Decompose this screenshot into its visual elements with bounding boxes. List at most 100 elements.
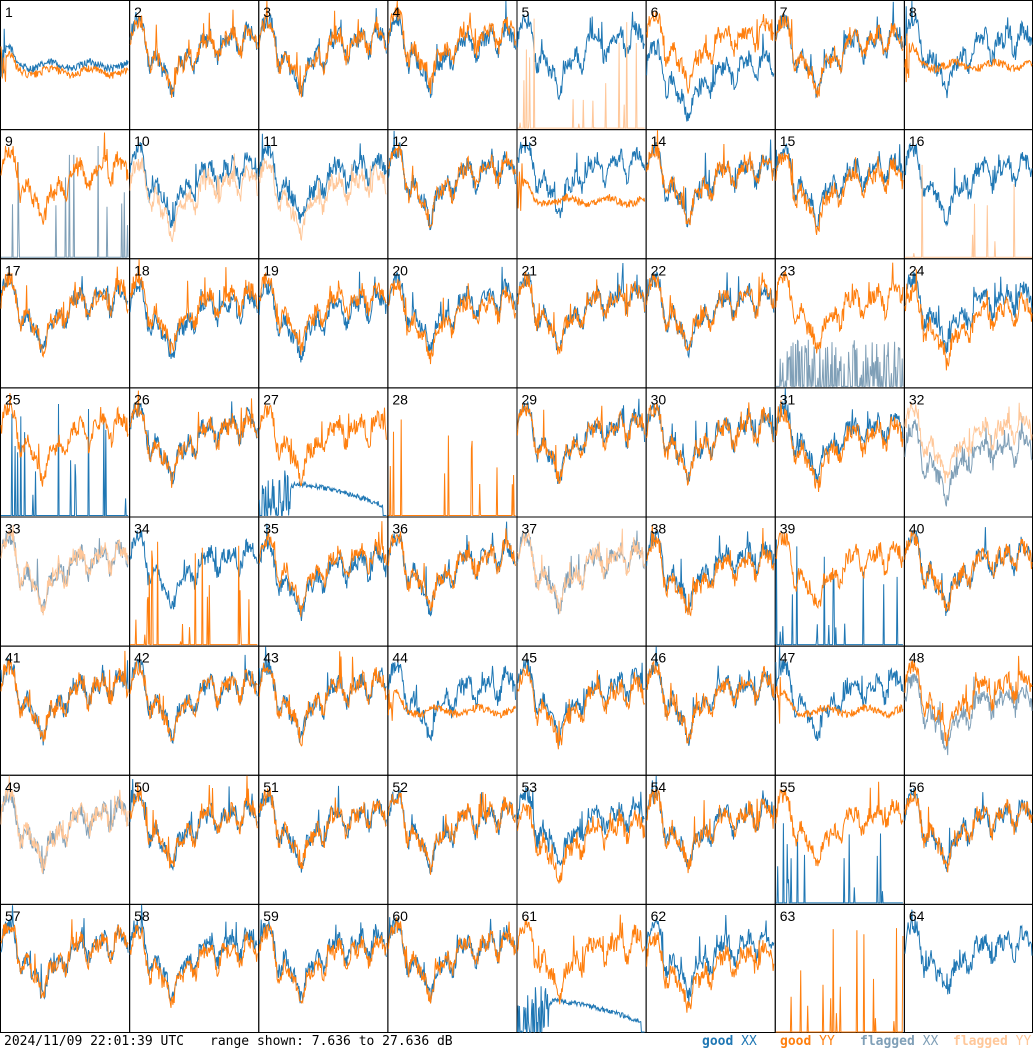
panel-49: 49 [0, 774, 131, 905]
panel-number: 51 [263, 779, 279, 795]
panel-number: 19 [263, 262, 279, 278]
legend-good-yy-pol: YY [819, 1034, 835, 1049]
panel-25-xx-line [1, 403, 129, 516]
panel-50-yy-line [129, 775, 258, 869]
panel-number: 10 [134, 133, 150, 149]
panel-number: 6 [651, 4, 659, 20]
panel-number: 61 [522, 908, 538, 924]
panel-24-yy-line [904, 269, 1033, 371]
panel-4: 4 [387, 0, 518, 131]
panel-60-xx-line [387, 917, 516, 1004]
panel-54: 54 [645, 774, 776, 905]
panel-7-yy-line [775, 13, 904, 98]
legend-flagged-xx: flagged XX [860, 1034, 938, 1049]
panel-number: 52 [392, 779, 408, 795]
panel-33: 33 [0, 516, 131, 647]
panel-number: 50 [134, 779, 150, 795]
panel-40: 40 [903, 516, 1033, 647]
panel-16-yy-line [904, 164, 1032, 258]
panel-63: 63 [774, 903, 905, 1034]
panel-36: 36 [387, 516, 518, 647]
panel-40-xx-line [904, 527, 1033, 617]
panel-5-yy-line [517, 18, 645, 129]
panel-29: 29 [516, 387, 647, 518]
panel-62-yy-line [646, 932, 775, 1013]
timestamp-label: 2024/11/09 22:01:39 UTC [4, 1034, 185, 1049]
panel-44: 44 [387, 645, 518, 776]
panel-number: 44 [392, 650, 408, 666]
panel-16-xx-line [904, 142, 1033, 227]
panel-12-yy-line [387, 143, 516, 229]
panel-35: 35 [258, 516, 389, 647]
panel-11: 11 [258, 129, 389, 260]
panel-30-xx-line [646, 403, 775, 484]
panel-18: 18 [129, 258, 260, 389]
panel-number: 32 [909, 391, 925, 407]
panel-56-yy-line [904, 788, 1033, 873]
panel-number: 59 [263, 908, 279, 924]
panel-number: 41 [5, 650, 21, 666]
panel-8-xx-line [904, 0, 1033, 99]
panel-47-yy-line [775, 676, 904, 724]
panel-50-xx-line [129, 778, 258, 872]
panel-27: 27 [258, 387, 389, 518]
panel-29-xx-line [517, 398, 646, 485]
panel-58: 58 [129, 903, 260, 1034]
panel-39-xx-line [775, 539, 903, 646]
panel-number: 14 [651, 133, 667, 149]
panel-number: 37 [522, 521, 538, 537]
panel-60: 60 [387, 903, 518, 1034]
panel-48: 48 [903, 645, 1033, 776]
panel-61-yy-line [517, 914, 646, 1005]
panel-37-yy-line [517, 528, 646, 614]
panel-number: 31 [780, 391, 796, 407]
panel-61-xx-line [517, 986, 645, 1033]
panel-43-yy-line [258, 651, 387, 747]
panel-46: 46 [645, 645, 776, 776]
panel-number: 1 [5, 4, 13, 20]
panel-number: 3 [263, 4, 271, 20]
panel-number: 45 [522, 650, 538, 666]
panel-number: 63 [780, 908, 796, 924]
panel-4-xx-line [387, 0, 516, 98]
panel-number: 4 [392, 4, 400, 20]
panel-9-xx-line [1, 145, 129, 258]
panel-43: 43 [258, 645, 389, 776]
panel-number: 18 [134, 262, 150, 278]
panel-1: 1 [0, 0, 131, 131]
panel-13-yy-line [517, 163, 646, 211]
panel-54-yy-line [646, 789, 775, 874]
panel-number: 5 [522, 4, 530, 20]
panel-38: 38 [645, 516, 776, 647]
panel-14: 14 [645, 129, 776, 260]
panel-number: 39 [780, 521, 796, 537]
panel-2-yy-line [129, 9, 258, 98]
panel-number: 33 [5, 521, 21, 537]
legend-good-xx-word: good [702, 1034, 734, 1049]
panel-62-xx-line [646, 914, 775, 1003]
panel-number: 48 [909, 650, 925, 666]
panel-10-yy-line [129, 153, 258, 243]
panel-number: 54 [651, 779, 667, 795]
panel-59-yy-line [258, 924, 387, 1005]
panel-12: 12 [387, 129, 518, 260]
panel-41-yy-line [0, 650, 129, 742]
panel-51-xx-line [258, 785, 387, 873]
panel-62: 62 [645, 903, 776, 1034]
panel-number: 8 [909, 4, 917, 20]
panel-45-xx-line [517, 657, 645, 746]
panel-14-yy-line [646, 130, 775, 226]
panel-5-xx-line [517, 11, 646, 101]
panel-3: 3 [258, 0, 389, 131]
panel-number: 55 [780, 779, 796, 795]
panel-number: 17 [5, 262, 21, 278]
panel-37-xx-line [517, 530, 646, 615]
panel-32-xx-line [904, 415, 1033, 507]
panel-number: 23 [780, 262, 796, 278]
panel-7: 7 [774, 0, 905, 131]
panel-39-yy-line [775, 531, 904, 610]
panel-number: 20 [392, 262, 408, 278]
panel-2-xx-line [129, 12, 258, 98]
panel-number: 34 [134, 521, 150, 537]
